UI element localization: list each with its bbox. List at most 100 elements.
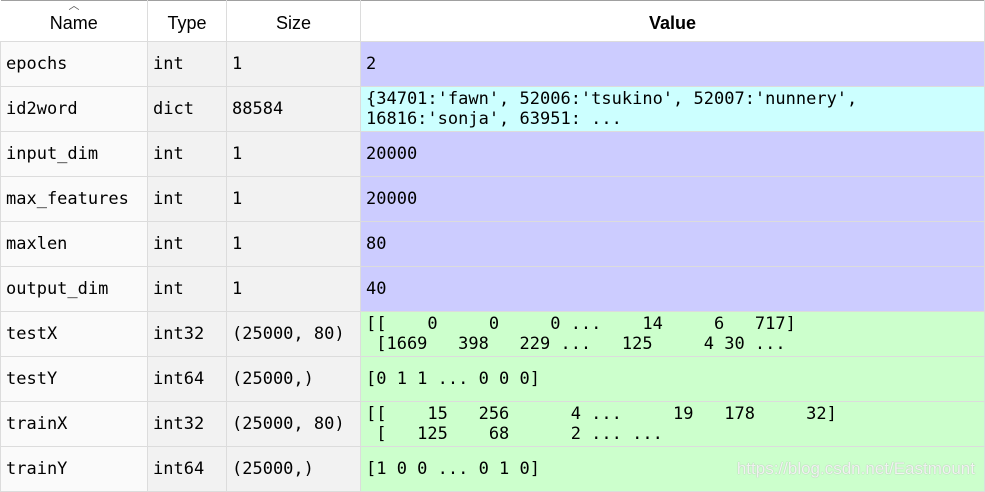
cell-type-text: int	[153, 54, 184, 74]
cell-type-text: int	[153, 144, 184, 164]
cell-name[interactable]: epochs	[0, 41, 148, 87]
cell-value[interactable]: [1 0 0 ... 0 1 0]	[360, 446, 985, 492]
cell-type[interactable]: int64	[147, 446, 227, 492]
cell-name[interactable]: testX	[0, 311, 148, 357]
cell-size-text: 1	[232, 234, 243, 254]
table-row[interactable]: output_dim int 1 40	[0, 266, 985, 312]
cell-value[interactable]: [0 1 1 ... 0 0 0]	[360, 356, 985, 402]
cell-value[interactable]: 2	[360, 41, 985, 87]
cell-name[interactable]: max_features	[0, 176, 148, 222]
column-header-size[interactable]: Size	[226, 0, 361, 42]
column-header-type[interactable]: Type	[147, 0, 227, 42]
cell-name-text: epochs	[6, 54, 68, 74]
cell-value-text: [0 1 1 ... 0 0 0]	[366, 369, 540, 389]
cell-name-text: input_dim	[6, 144, 99, 164]
cell-type-text: int	[153, 279, 184, 299]
cell-type-text: int64	[153, 459, 205, 479]
table-row[interactable]: testX int32 (25000, 80) [[ 0 0 0 ... 14 6 7…	[0, 311, 985, 357]
table-row[interactable]: maxlen int 1 80	[0, 221, 985, 267]
cell-size-text: (25000,)	[232, 459, 314, 479]
cell-size-text: 1	[232, 54, 243, 74]
cell-value[interactable]: 80	[360, 221, 985, 267]
cell-name-text: trainY	[6, 459, 68, 479]
cell-type-text: int32	[153, 414, 205, 434]
cell-size[interactable]: 1	[226, 266, 361, 312]
cell-size-text: 1	[232, 189, 243, 209]
cell-value-text: [[ 0 0 0 ... 14 6 717] [1669 398 229 ...…	[366, 314, 796, 354]
cell-type[interactable]: int	[147, 221, 227, 267]
column-header-value[interactable]: Value	[360, 0, 985, 42]
cell-value-text: 2	[366, 54, 377, 74]
cell-name-text: trainX	[6, 414, 68, 434]
cell-type[interactable]: int64	[147, 356, 227, 402]
cell-type[interactable]: int	[147, 41, 227, 87]
cell-size-text: (25000, 80)	[232, 324, 345, 344]
table-row[interactable]: epochs int 1 2	[0, 41, 985, 87]
cell-name-text: testX	[6, 324, 58, 344]
cell-name[interactable]: maxlen	[0, 221, 148, 267]
cell-value-text: [[ 15 256 4 ... 19 178 32] [ 125 68 2 ..…	[366, 404, 837, 444]
cell-value-text: [1 0 0 ... 0 1 0]	[366, 459, 540, 479]
cell-name-text: testY	[6, 369, 58, 389]
header-label: Value	[648, 13, 697, 33]
cell-value-text: 20000	[366, 189, 418, 209]
cell-value[interactable]: 20000	[360, 176, 985, 222]
cell-type-text: int	[153, 189, 184, 209]
cell-size-text: 1	[232, 144, 243, 164]
cell-name-text: output_dim	[6, 279, 109, 299]
table-row[interactable]: id2word dict 88584 {34701:'fawn', 52006:'ts…	[0, 86, 985, 132]
cell-type[interactable]: int	[147, 131, 227, 177]
cell-type[interactable]: dict	[147, 86, 227, 132]
cell-size[interactable]: 1	[226, 221, 361, 267]
cell-type-text: dict	[153, 99, 194, 119]
column-header-name[interactable]: ︿ Name	[0, 0, 148, 42]
table-row[interactable]: trainY int64 (25000,) [1 0 0 ... 0 1 0]	[0, 446, 985, 492]
header-label: Size	[275, 13, 311, 33]
cell-size[interactable]: 88584	[226, 86, 361, 132]
cell-size-text: 1	[232, 279, 243, 299]
sort-ascending-icon: ︿	[68, 0, 80, 12]
cell-type-text: int64	[153, 369, 205, 389]
cell-name[interactable]: trainX	[0, 401, 148, 447]
cell-type[interactable]: int	[147, 176, 227, 222]
cell-value-text: {34701:'fawn', 52006:'tsukino', 52007:'n…	[366, 89, 858, 129]
cell-value[interactable]: [[ 15 256 4 ... 19 178 32] [ 125 68 2 ..…	[360, 401, 985, 447]
cell-value[interactable]: 20000	[360, 131, 985, 177]
cell-name-text: max_features	[6, 189, 129, 209]
cell-type[interactable]: int32	[147, 311, 227, 357]
cell-name[interactable]: id2word	[0, 86, 148, 132]
cell-name[interactable]: testY	[0, 356, 148, 402]
cell-size-text: (25000, 80)	[232, 414, 345, 434]
cell-size[interactable]: (25000, 80)	[226, 311, 361, 357]
cell-type-text: int32	[153, 324, 205, 344]
cell-name-text: maxlen	[6, 234, 68, 254]
cell-type[interactable]: int32	[147, 401, 227, 447]
cell-name[interactable]: input_dim	[0, 131, 148, 177]
cell-name-text: id2word	[6, 99, 78, 119]
cell-value-text: 20000	[366, 144, 418, 164]
cell-value-text: 80	[366, 234, 387, 254]
watermark: https://blog.csdn.net/Eastmount	[736, 459, 975, 478]
cell-size[interactable]: 1	[226, 131, 361, 177]
table-row[interactable]: max_features int 1 20000	[0, 176, 985, 222]
cell-name[interactable]: trainY	[0, 446, 148, 492]
table-row[interactable]: testY int64 (25000,) [0 1 1 ... 0 0 0]	[0, 356, 985, 402]
table-row[interactable]: trainX int32 (25000, 80) [[ 15 256 4 ... 19…	[0, 401, 985, 447]
cell-type[interactable]: int	[147, 266, 227, 312]
cell-name[interactable]: output_dim	[0, 266, 148, 312]
cell-value[interactable]: {34701:'fawn', 52006:'tsukino', 52007:'n…	[360, 86, 985, 132]
cell-size-text: 88584	[232, 99, 284, 119]
header-label: Name	[49, 13, 98, 33]
cell-size[interactable]: 1	[226, 41, 361, 87]
cell-size[interactable]: (25000, 80)	[226, 401, 361, 447]
cell-size[interactable]: (25000,)	[226, 356, 361, 402]
cell-type-text: int	[153, 234, 184, 254]
cell-value[interactable]: 40	[360, 266, 985, 312]
table-row[interactable]: input_dim int 1 20000	[0, 131, 985, 177]
cell-value[interactable]: [[ 0 0 0 ... 14 6 717] [1669 398 229 ...…	[360, 311, 985, 357]
cell-size[interactable]: 1	[226, 176, 361, 222]
cell-size-text: (25000,)	[232, 369, 314, 389]
cell-size[interactable]: (25000,)	[226, 446, 361, 492]
cell-value-text: 40	[366, 279, 387, 299]
